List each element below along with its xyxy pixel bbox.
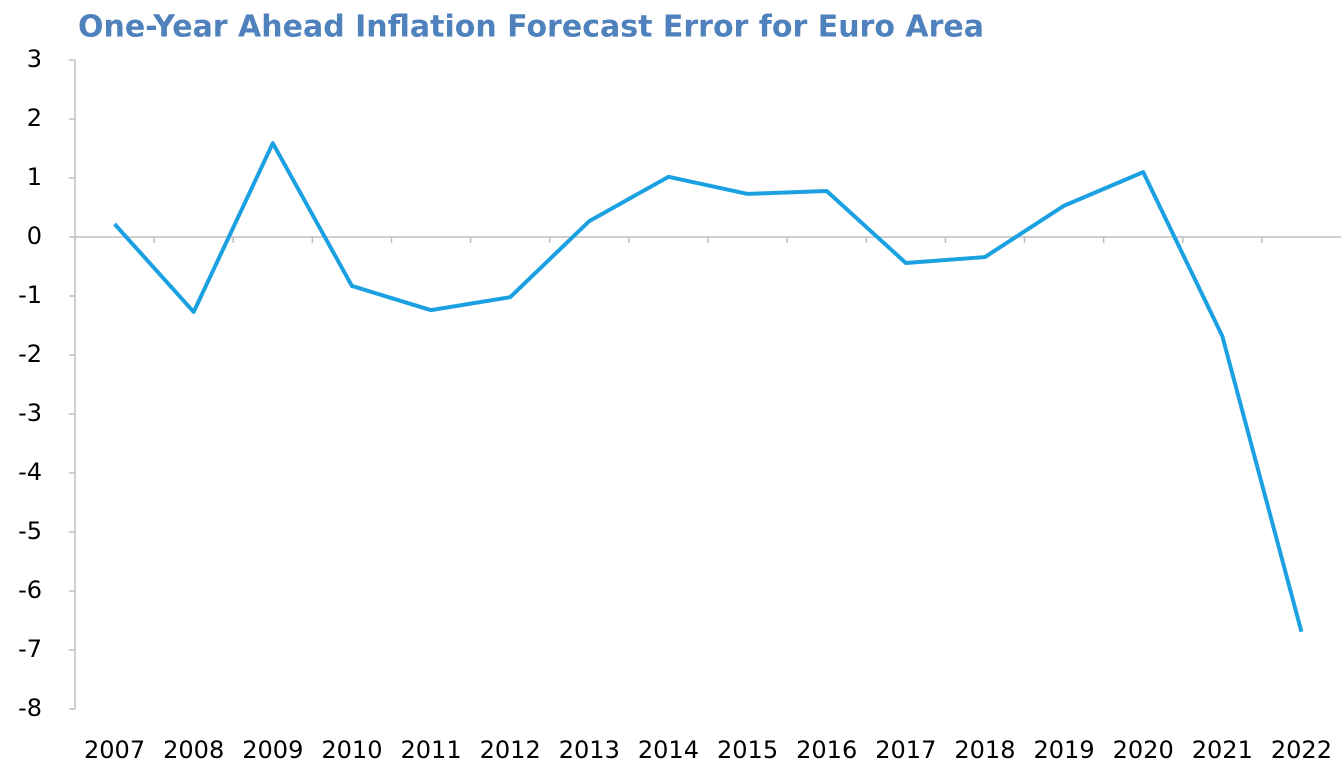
x-tick-label: 2017 (875, 736, 936, 764)
y-tick-label: -3 (18, 399, 42, 427)
x-tick-label: 2010 (321, 736, 382, 764)
y-tick-label: 3 (27, 45, 42, 73)
y-tick-label: -8 (18, 694, 42, 722)
x-tick-label: 2022 (1271, 736, 1332, 764)
y-tick-label: -2 (18, 340, 42, 368)
line (113, 141, 1304, 633)
x-tick-label: 2013 (559, 736, 620, 764)
x-tick-label: 2008 (163, 736, 224, 764)
y-tick-label: -6 (18, 576, 42, 604)
x-tick-label: 2012 (480, 736, 541, 764)
x-tick-label: 2018 (954, 736, 1015, 764)
chart-title: One-Year Ahead Inflation Forecast Error … (78, 10, 984, 45)
x-tick-label: 2021 (1192, 736, 1253, 764)
x-tick-label: 2009 (242, 736, 303, 764)
x-tick-label: 2007 (84, 736, 145, 764)
x-tick-label: 2016 (796, 736, 857, 764)
y-tick-label: 0 (27, 222, 42, 250)
y-tick-label: -7 (18, 635, 42, 663)
y-tick-label: -4 (18, 458, 42, 486)
y-tick-label: 1 (27, 163, 42, 191)
x-tick-label: 2011 (401, 736, 462, 764)
y-tick-label: -5 (18, 517, 42, 545)
x-tick-label: 2014 (638, 736, 699, 764)
x-tick-label: 2020 (1113, 736, 1174, 764)
y-tick-label: -1 (18, 281, 42, 309)
x-tick-label: 2015 (717, 736, 778, 764)
x-tick-label: 2019 (1034, 736, 1095, 764)
y-tick-label: 2 (27, 104, 42, 132)
